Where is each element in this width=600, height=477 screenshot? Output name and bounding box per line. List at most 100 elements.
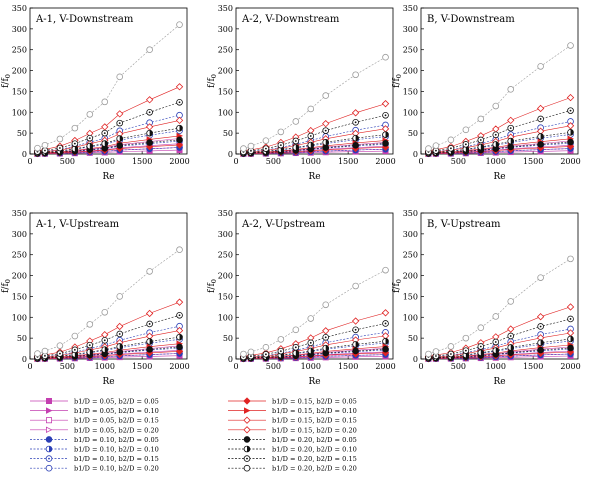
chart-panel: 0 50 100 150 200 250 300 350 0 500 1000 1500 2000 f/f… bbox=[207, 4, 396, 182]
x-tick-label: 2000 bbox=[560, 362, 580, 371]
data-point bbox=[307, 315, 315, 322]
data-point bbox=[86, 111, 94, 118]
data-point bbox=[382, 266, 389, 274]
data-point bbox=[492, 313, 500, 320]
x-tick-label: 500 bbox=[60, 157, 75, 166]
legend-item: b1/D = 0.15, b2/D = 0.20 bbox=[228, 426, 357, 434]
data-point bbox=[247, 348, 255, 356]
data-series bbox=[424, 122, 575, 157]
data-series bbox=[34, 21, 183, 152]
plot-frame bbox=[29, 212, 188, 360]
data-point bbox=[240, 350, 247, 358]
y-tick-label: 50 bbox=[223, 334, 233, 343]
panel-title: A-1, V-Upstream bbox=[35, 219, 120, 230]
series-line bbox=[428, 141, 571, 154]
y-tick-label: 0 bbox=[228, 355, 233, 364]
x-tick-label: 1000 bbox=[486, 157, 506, 166]
y-axis-label: f/f0 bbox=[1, 279, 12, 293]
x-tick-label: 1000 bbox=[486, 362, 506, 371]
panel-title: B, V-Downstream bbox=[427, 14, 515, 25]
legend-marker bbox=[46, 426, 53, 434]
data-point bbox=[382, 345, 389, 353]
data-point bbox=[86, 321, 94, 328]
x-tick-label: 500 bbox=[451, 157, 466, 166]
data-point bbox=[447, 343, 455, 350]
data-point bbox=[307, 105, 315, 113]
y-tick-label: 100 bbox=[403, 313, 418, 322]
y-tick-label: 200 bbox=[403, 67, 418, 76]
data-point bbox=[146, 139, 153, 146]
data-point bbox=[381, 309, 390, 317]
data-series bbox=[34, 311, 183, 361]
chart-panel: 0 50 100 150 200 250 300 350 0 500 1000 1500 2000 f/f… bbox=[207, 209, 396, 387]
series-line bbox=[37, 24, 180, 149]
series-line bbox=[37, 249, 180, 354]
x-tick-label: 500 bbox=[60, 362, 75, 371]
x-tick-label: 2000 bbox=[375, 362, 395, 371]
legend-marker bbox=[243, 397, 251, 405]
y-tick-label: 350 bbox=[218, 4, 233, 13]
x-tick-label: 0 bbox=[27, 157, 32, 166]
data-point bbox=[175, 326, 184, 335]
legend-item: b1/D = 0.20, b2/D = 0.20 bbox=[228, 465, 357, 473]
legend-label: b1/D = 0.20, b2/D = 0.05 bbox=[272, 436, 357, 444]
panel-title: A-2, V-Downstream bbox=[241, 14, 340, 25]
y-tick-label: 250 bbox=[218, 251, 233, 260]
y-tick-label: 150 bbox=[12, 87, 27, 96]
legend-item: b1/D = 0.05, b2/D = 0.10 bbox=[30, 407, 159, 415]
data-point bbox=[146, 268, 153, 275]
panel-title: A-2, V-Upstream bbox=[241, 219, 326, 230]
y-tick-label: 200 bbox=[12, 272, 27, 281]
data-point bbox=[352, 141, 359, 149]
legend-label: b1/D = 0.05, b2/D = 0.10 bbox=[74, 407, 159, 415]
data-point bbox=[322, 119, 330, 128]
legend-item: b1/D = 0.20, b2/D = 0.05 bbox=[228, 436, 357, 444]
data-point bbox=[101, 98, 109, 106]
y-tick-label: 150 bbox=[403, 87, 418, 96]
x-axis-label: Re bbox=[308, 172, 320, 182]
legend-marker bbox=[45, 464, 53, 472]
legend-marker bbox=[45, 436, 53, 443]
y-axis-label: f/f0 bbox=[207, 74, 218, 88]
legend-label: b1/D = 0.05, b2/D = 0.20 bbox=[74, 426, 159, 434]
x-tick-label: 2000 bbox=[560, 157, 580, 166]
data-series bbox=[424, 93, 575, 155]
data-point bbox=[56, 135, 64, 143]
plot-frame bbox=[29, 7, 188, 155]
data-point bbox=[240, 145, 247, 152]
y-tick-label: 300 bbox=[12, 25, 27, 34]
x-axis-label: Re bbox=[102, 172, 114, 182]
y-tick-label: 200 bbox=[218, 67, 233, 76]
data-point bbox=[351, 317, 360, 325]
y-tick-label: 300 bbox=[218, 230, 233, 239]
x-tick-label: 1500 bbox=[523, 362, 543, 371]
legend-item: b1/D = 0.10, b2/D = 0.10 bbox=[30, 446, 159, 454]
series-line bbox=[243, 56, 386, 149]
legend-item: b1/D = 0.10, b2/D = 0.20 bbox=[30, 465, 159, 473]
legend-label: b1/D = 0.15, b2/D = 0.15 bbox=[272, 417, 357, 425]
y-tick-label: 200 bbox=[403, 272, 418, 281]
legend-item: b1/D = 0.15, b2/D = 0.05 bbox=[228, 397, 357, 406]
legend-item: b1/D = 0.05, b2/D = 0.05 bbox=[30, 398, 159, 406]
y-tick-label: 0 bbox=[22, 355, 27, 364]
legend-label: b1/D = 0.10, b2/D = 0.10 bbox=[74, 446, 159, 454]
plot-frame bbox=[420, 212, 579, 360]
x-axis-label: Re bbox=[493, 377, 505, 387]
plot-frame bbox=[235, 212, 394, 360]
x-tick-label: 500 bbox=[266, 157, 281, 166]
series-line bbox=[428, 97, 571, 152]
data-point bbox=[277, 336, 285, 343]
x-tick-label: 1500 bbox=[338, 362, 358, 371]
data-series bbox=[239, 100, 390, 155]
y-tick-label: 50 bbox=[408, 334, 418, 343]
data-point bbox=[101, 308, 109, 316]
series-line bbox=[243, 269, 386, 355]
data-point bbox=[462, 334, 470, 342]
data-point bbox=[146, 346, 153, 353]
y-tick-label: 50 bbox=[17, 334, 27, 343]
data-point bbox=[381, 100, 390, 108]
legend-item: b1/D = 0.15, b2/D = 0.10 bbox=[228, 407, 357, 415]
data-point bbox=[462, 126, 470, 134]
series-line bbox=[243, 348, 386, 359]
